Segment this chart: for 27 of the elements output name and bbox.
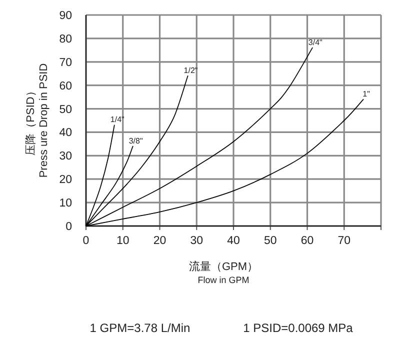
x-tick-label: 20 <box>153 235 166 247</box>
y-tick-label: 70 <box>59 56 72 69</box>
x-tick-label: 30 <box>190 235 204 247</box>
series-label: 3/8" <box>128 136 143 146</box>
y-tick-label: 60 <box>59 80 72 92</box>
x-tick-label: 10 <box>116 235 130 247</box>
series-label: 1/4" <box>110 115 125 124</box>
y-tick-label: 30 <box>59 150 72 163</box>
y-tick-label: 50 <box>59 104 72 116</box>
x-axis-title: 流量（GPM） Flow in GPM <box>188 260 258 285</box>
y-tick-label: 20 <box>59 174 72 186</box>
y-tick-label: 10 <box>59 198 72 210</box>
y-tick-label: 40 <box>59 127 72 140</box>
series-label: 1" <box>362 89 370 98</box>
x-tick-label: 70 <box>338 235 351 247</box>
x-tick-label: 40 <box>227 235 240 247</box>
x-tick-label: 60 <box>300 235 314 247</box>
x-tick-label: 0 <box>82 235 90 247</box>
text: 1 GPM=3.78 L/Min <box>90 321 190 335</box>
series-label: 3/4" <box>308 38 323 47</box>
y-tick-label: 90 <box>59 10 72 22</box>
series-label: 1/2" <box>184 66 198 75</box>
x-tick-label: 50 <box>264 235 277 247</box>
y-tick-label: 80 <box>59 33 72 46</box>
y-axis-title: 压降（PSID） Press ure Drop in PSID <box>25 63 50 178</box>
text: 1 PSID=0.0069 MPa <box>243 321 354 335</box>
y-tick-label: 0 <box>66 221 72 233</box>
